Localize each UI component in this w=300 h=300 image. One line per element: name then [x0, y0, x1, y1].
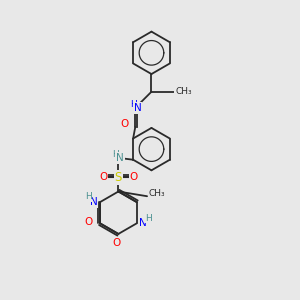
Text: N: N: [134, 103, 142, 113]
Text: H: H: [85, 192, 92, 201]
Text: N: N: [140, 218, 147, 228]
Text: S: S: [115, 171, 122, 184]
Text: CH₃: CH₃: [148, 189, 165, 198]
Text: O: O: [113, 238, 121, 248]
Text: H: H: [130, 100, 137, 109]
Text: O: O: [85, 217, 93, 227]
Text: N: N: [116, 153, 124, 163]
Text: H: H: [112, 150, 119, 159]
Text: O: O: [130, 172, 138, 182]
Text: O: O: [120, 119, 128, 129]
Text: O: O: [99, 172, 107, 182]
Text: H: H: [145, 214, 152, 223]
Text: N: N: [90, 197, 98, 207]
Text: CH₃: CH₃: [175, 87, 192, 96]
